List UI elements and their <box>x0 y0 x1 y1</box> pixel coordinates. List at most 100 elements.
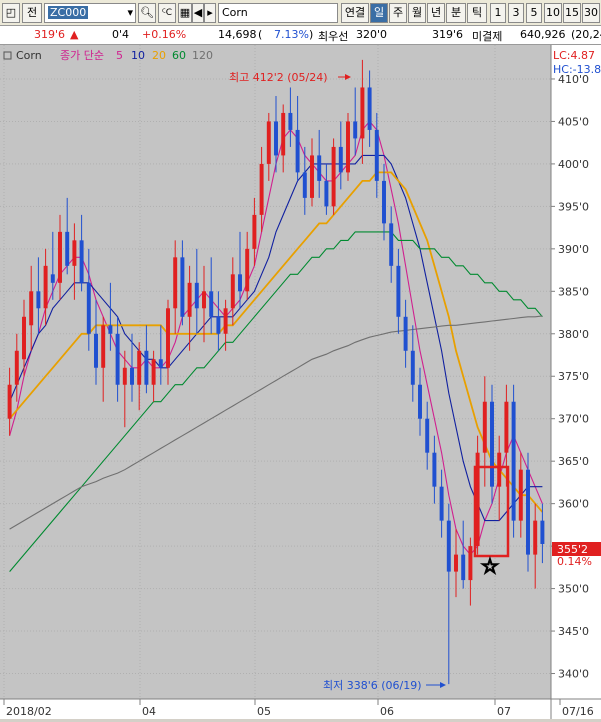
legend-box-icon[interactable] <box>3 51 12 60</box>
toolbar: ◰ 전 ZC000 ▾ 🔍︎ ꟲC ▦ ◀ ▸ Corn 연결 일 주 월 년 … <box>0 0 601 26</box>
tab-year[interactable]: 년 <box>427 3 445 23</box>
y-tick-label: 370'0 <box>558 413 589 426</box>
chevron-down-icon[interactable]: ▾ <box>127 6 133 19</box>
candle-body <box>130 367 134 385</box>
y-tick-label: 340'0 <box>558 668 589 681</box>
direction-icon: ▲ <box>70 28 79 41</box>
candle-body <box>281 112 286 156</box>
window-icon[interactable]: ◰ <box>2 3 20 23</box>
period-15[interactable]: 15 <box>563 3 581 23</box>
last-price: 319'6 <box>34 28 66 41</box>
chart-canvas: 340'0345'0350'0355'0360'0365'0370'0375'0… <box>0 45 601 719</box>
tab-day[interactable]: 일 <box>370 3 388 23</box>
candle-body <box>274 121 278 156</box>
candle-body <box>338 146 343 173</box>
ma-line-20 <box>8 171 544 513</box>
ma-line-10 <box>9 154 543 522</box>
x-tick-label: 05 <box>257 705 271 718</box>
candle-body <box>454 554 458 572</box>
y-tick-label: 375'0 <box>558 370 589 383</box>
low-annotation: 최저 338'6 (06/19) <box>323 679 422 692</box>
mode-button[interactable]: 전 <box>22 3 42 23</box>
volume-paren-open: ( <box>258 28 263 41</box>
candle-body <box>137 350 142 385</box>
candle-body <box>310 155 314 198</box>
candle-body <box>288 112 293 130</box>
candle-body <box>72 240 77 266</box>
quote-bar: 319'6 ▲ 0'4 +0.16% 14,698 ( 7.13% ) 최우선 … <box>0 26 601 45</box>
candle-body <box>86 282 91 334</box>
candle-body <box>252 214 257 249</box>
legend-ma-60: 60 <box>172 49 186 62</box>
legend-ma-5: 5 <box>116 49 123 62</box>
y-tick-label: 365'0 <box>558 455 589 468</box>
best-bid-right: 319'6 <box>432 28 464 41</box>
last-price-tag-value: 355'2 <box>557 543 588 556</box>
price-chart: 340'0345'0350'0355'0360'0365'0370'0375'0… <box>0 45 601 719</box>
candle-body <box>446 520 451 572</box>
copy-icon[interactable]: ꟲC <box>158 3 176 23</box>
candle-body <box>533 520 538 555</box>
candle-body <box>115 333 120 385</box>
candle-body <box>346 121 350 173</box>
period-30[interactable]: 30 <box>582 3 600 23</box>
candle-body <box>266 121 271 164</box>
candle-body <box>194 282 199 309</box>
candle-body <box>475 452 480 547</box>
x-axis-panel <box>0 699 551 719</box>
symbol-input[interactable]: ZC000 ▾ <box>44 3 136 23</box>
volume-percent: 7.13% <box>274 28 309 41</box>
x-tick-label: 06 <box>380 705 394 718</box>
candle-body <box>94 333 98 368</box>
x-tick-label: 07/16 <box>562 705 594 718</box>
tab-tick[interactable]: 틱 <box>467 3 487 23</box>
candle-body <box>331 146 336 207</box>
candle-body <box>396 265 401 317</box>
tab-continuous[interactable]: 연결 <box>341 3 369 23</box>
candle-body <box>173 257 178 309</box>
candle-body <box>65 231 70 266</box>
search-icon[interactable]: 🔍︎ <box>138 3 156 23</box>
candle-body <box>468 546 473 581</box>
sound-icon[interactable]: ◀ <box>192 3 204 23</box>
period-10[interactable]: 10 <box>544 3 562 23</box>
plot-background <box>0 45 601 719</box>
best-bid-label: 최우선 <box>318 30 349 43</box>
y-tick-label: 400'0 <box>558 158 589 171</box>
period-5[interactable]: 5 <box>526 3 542 23</box>
period-1[interactable]: 1 <box>490 3 506 23</box>
tab-month[interactable]: 월 <box>408 3 426 23</box>
candle-body <box>58 231 62 283</box>
candle-body <box>425 418 430 453</box>
candle-body <box>79 240 84 283</box>
tab-minute[interactable]: 분 <box>446 3 466 23</box>
candle-body <box>482 401 487 453</box>
change-percent: +0.16% <box>142 28 187 41</box>
ma-line-120 <box>9 315 543 530</box>
candle-body <box>209 291 214 317</box>
candle-body <box>317 155 322 181</box>
candle-body <box>504 401 509 453</box>
candle-body <box>151 359 156 385</box>
candle-body <box>7 384 12 419</box>
candle-body <box>324 180 329 207</box>
period-3[interactable]: 3 <box>508 3 524 23</box>
candle-body <box>403 316 408 351</box>
legend-ma-120: 120 <box>192 49 213 62</box>
candle-body <box>259 163 264 215</box>
candle-body <box>29 291 34 326</box>
high-arrow-head <box>345 74 351 80</box>
symbol-name-field: Corn <box>218 3 338 23</box>
candle-body <box>540 520 545 544</box>
open-interest: 640,926 <box>520 28 566 41</box>
chevron-right-icon[interactable]: ▸ <box>204 3 216 23</box>
candle-body <box>22 316 26 360</box>
candle-body <box>490 401 494 487</box>
candle-body <box>432 452 437 487</box>
tab-week[interactable]: 주 <box>389 3 407 23</box>
candle-body <box>158 359 163 368</box>
grid-icon[interactable]: ▦ <box>178 3 192 23</box>
x-tick-label: 04 <box>142 705 156 718</box>
candle-body <box>295 129 300 173</box>
candle-body <box>367 87 372 130</box>
